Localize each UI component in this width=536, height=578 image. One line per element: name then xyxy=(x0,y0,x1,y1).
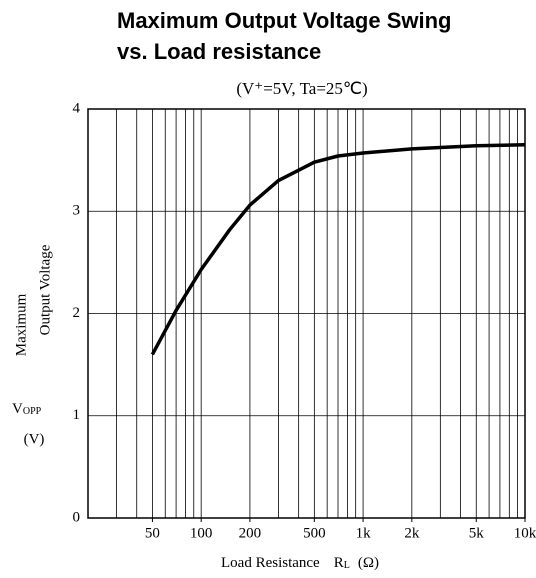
x-tick-label: 5k xyxy=(469,525,485,541)
y-tick-label: 3 xyxy=(73,203,81,219)
plot-frame xyxy=(87,108,526,519)
label: Load Resistance xyxy=(221,555,320,571)
y-axis-symbol: VOPP xyxy=(12,401,42,417)
x-tick-label: 500 xyxy=(303,525,326,541)
x-tick-label: 200 xyxy=(239,525,262,541)
symbol-sub: OPP xyxy=(23,406,42,417)
x-tick-label: 50 xyxy=(145,525,160,541)
y-axis-label: Maximum xyxy=(13,293,29,356)
chart-subtitle: (V⁺=5V, Ta=25℃) xyxy=(236,79,367,98)
x-tick-label: 1k xyxy=(356,525,372,541)
symbol: R xyxy=(334,555,344,571)
y-tick-label: 4 xyxy=(73,100,81,116)
series-line xyxy=(150,143,526,356)
x-axis-label: Load Resistance RL (Ω) xyxy=(221,555,379,571)
chart-title: vs. Load resistance xyxy=(117,39,321,64)
y-tick-label: 1 xyxy=(73,407,81,423)
x-tick-label: 10k xyxy=(514,525,536,541)
symbol: V xyxy=(12,401,23,417)
y-axis-unit: (V) xyxy=(24,431,45,447)
chart-title: Maximum Output Voltage Swing xyxy=(117,8,452,33)
x-tick-label: 2k xyxy=(404,525,420,541)
y-tick-label: 0 xyxy=(73,509,81,525)
x-tick-label: 100 xyxy=(190,525,213,541)
y-tick-label: 2 xyxy=(73,305,81,321)
symbol-sub: L xyxy=(344,560,350,571)
unit: (Ω) xyxy=(358,555,379,571)
y-axis-label: Output Voltage xyxy=(37,244,53,335)
